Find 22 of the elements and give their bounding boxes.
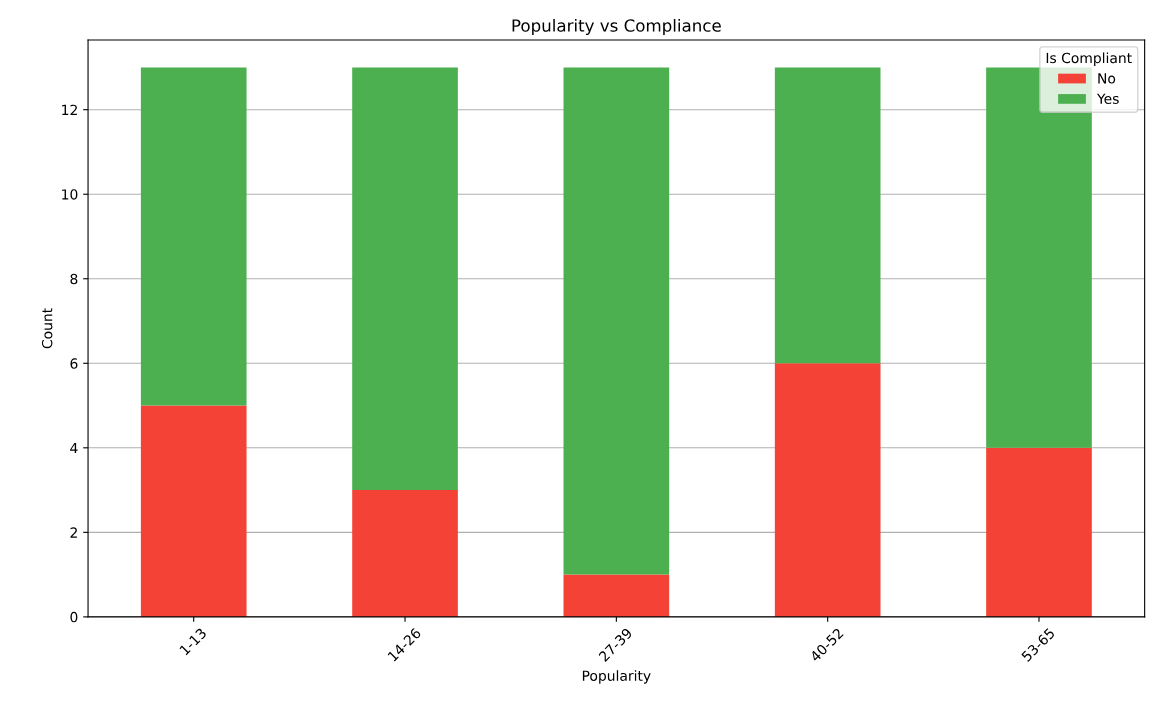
bar (774, 67, 881, 364)
y-axis-title: Count (41, 308, 53, 349)
bar (140, 67, 247, 406)
legend-label: No (1098, 73, 1116, 84)
legend-label: Yes (1096, 93, 1119, 104)
y-tick-label: 4 (70, 442, 78, 454)
y-tick-label: 10 (62, 189, 78, 200)
bar (352, 490, 458, 617)
y-tick-label: 8 (70, 273, 78, 285)
bar (563, 67, 670, 575)
x-axis-title: Popularity (582, 670, 651, 684)
bar (563, 574, 670, 617)
legend-title: Is Compliant (1046, 52, 1132, 66)
bar (352, 67, 458, 491)
bar (140, 405, 247, 617)
y-tick-label: 2 (70, 527, 77, 538)
bar (774, 363, 881, 617)
bar (986, 447, 1092, 617)
y-tick-label: 0 (70, 611, 78, 623)
y-tick-label: 6 (70, 358, 78, 369)
chart-title: Popularity vs Compliance (512, 18, 721, 36)
y-tick-label: 12 (62, 104, 77, 115)
